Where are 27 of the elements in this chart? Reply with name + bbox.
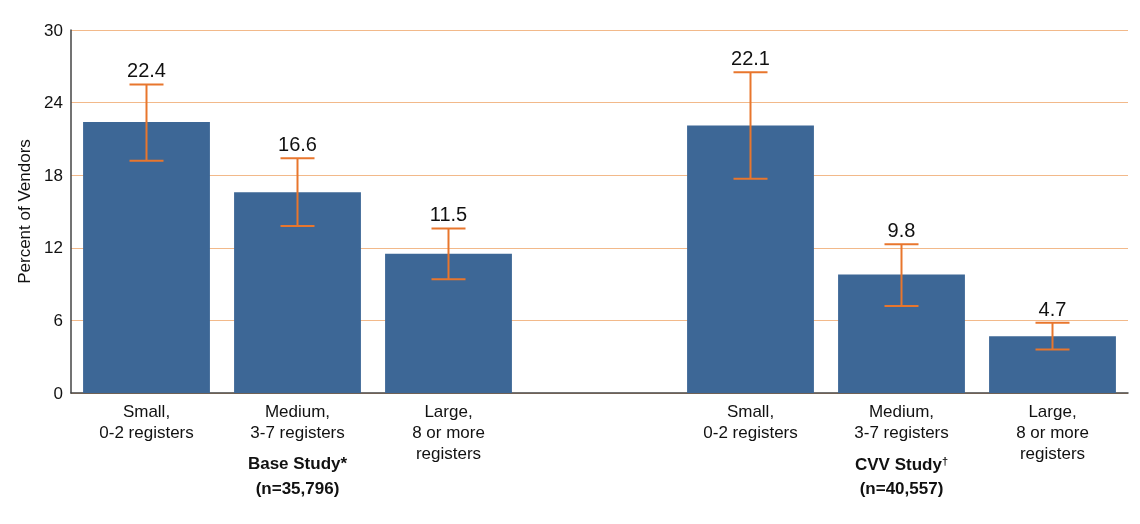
bar [687,125,814,393]
y-tick-label: 30 [44,20,63,40]
bar [989,336,1116,393]
data-label: 9.8 [887,219,916,242]
text: CVV Study† (n=40,557) [854,454,949,498]
x-tick-label: Large, 8 or more registers [1016,402,1089,463]
bar [83,121,210,393]
data-label: 16.6 [278,133,317,156]
data-label: 11.5 [429,203,468,226]
y-tick-label: 24 [44,93,63,113]
x-tick-label: Large, 8 or more registers [412,402,485,463]
y-tick-label: 12 [44,238,63,258]
x-tick-label: Medium, 3-7 registers [854,402,949,442]
y-tick-label: 18 [44,165,63,185]
data-label: 22.1 [731,47,770,70]
y-tick-label: 0 [53,383,63,403]
bar [838,274,965,393]
data-label: 4.7 [1038,297,1067,320]
bar [385,253,512,393]
y-tick-label: 6 [53,310,63,330]
x-tick-label: Small, 0-2 registers [703,402,798,442]
data-label: 22.4 [127,59,166,82]
y-axis-title: Percent of Vendors [15,139,34,284]
x-tick-label: Medium, 3-7 registers [250,402,345,442]
bar [234,192,361,393]
text: Base Study* (n=35,796) [247,454,348,498]
x-tick-label: Small, 0-2 registers [99,402,194,442]
